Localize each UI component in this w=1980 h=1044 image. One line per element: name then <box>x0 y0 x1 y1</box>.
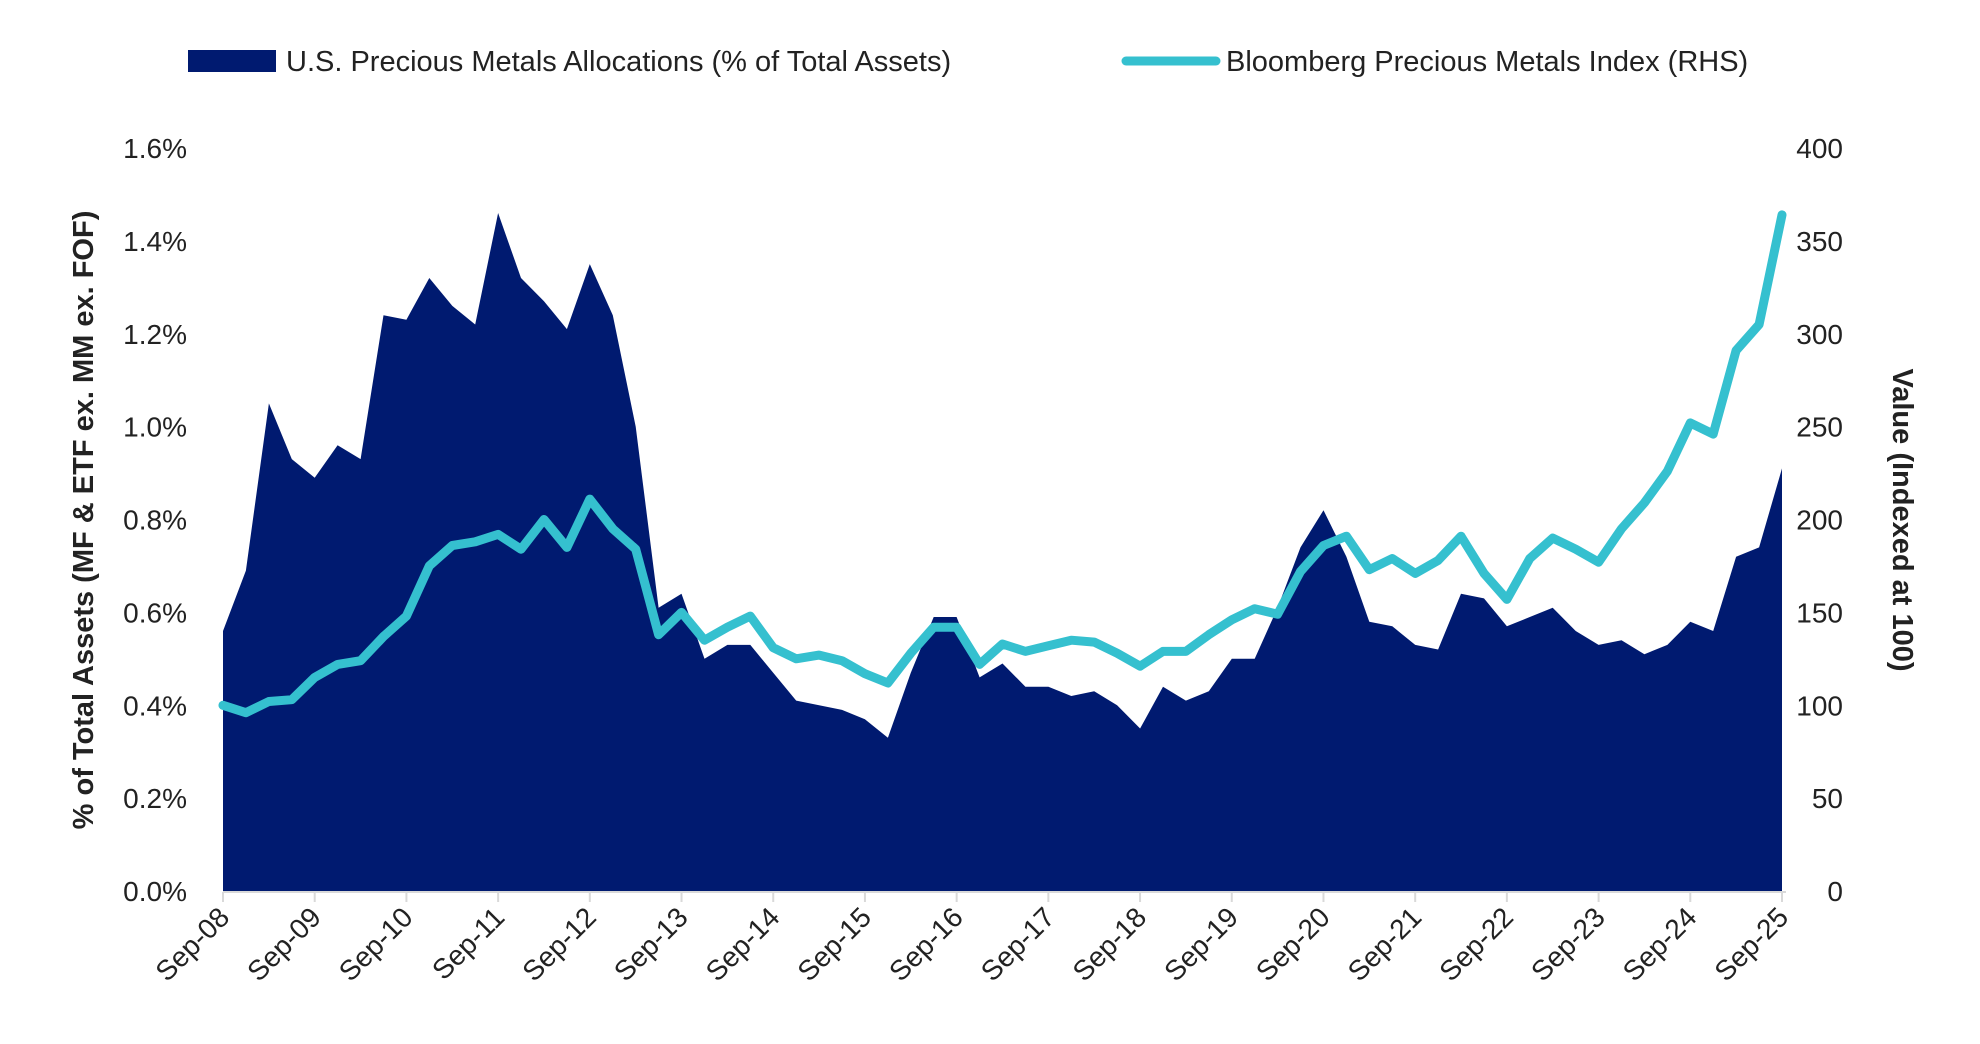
index-line <box>218 210 1787 718</box>
y-tick-label: 0.0% <box>123 876 187 907</box>
x-tick-label: Sep-11 <box>426 901 510 985</box>
y2-tick-label: 400 <box>1796 133 1843 164</box>
x-tick-label: Sep-18 <box>1067 901 1153 987</box>
x-tick-label: Sep-21 <box>1342 901 1428 987</box>
legend-swatch-allocations <box>188 50 276 72</box>
y-tick-label: 1.2% <box>123 319 187 350</box>
x-tick-label: Sep-08 <box>149 901 235 987</box>
x-tick-label: Sep-17 <box>975 901 1061 987</box>
y-axis-title: % of Total Assets (MF & ETF ex. MM ex. F… <box>68 211 100 830</box>
legend-label-index: Bloomberg Precious Metals Index (RHS) <box>1226 46 1748 78</box>
x-tick-label: Sep-13 <box>608 901 694 987</box>
x-tick-label: Sep-10 <box>333 901 419 987</box>
y-tick-label: 0.6% <box>123 597 187 628</box>
x-tick-label: Sep-23 <box>1525 901 1611 987</box>
x-tick-label: Sep-19 <box>1158 901 1244 987</box>
y2-tick-label: 250 <box>1796 412 1843 443</box>
y2-tick-label: 200 <box>1796 505 1843 536</box>
y-tick-label: 0.4% <box>123 690 187 721</box>
x-tick-label: Sep-12 <box>516 901 602 987</box>
y2-tick-label: 50 <box>1812 783 1843 814</box>
legend-label-allocations: U.S. Precious Metals Allocations (% of T… <box>286 46 951 78</box>
y-tick-label: 1.6% <box>123 133 187 164</box>
y2-tick-label: 150 <box>1796 597 1843 628</box>
y2-tick-label: 350 <box>1796 226 1843 257</box>
y-tick-label: 0.2% <box>123 783 187 814</box>
x-tick-label: Sep-16 <box>883 901 969 987</box>
allocations-area <box>223 213 1782 891</box>
y2-tick-label: 100 <box>1796 690 1843 721</box>
x-tick-label: Sep-15 <box>791 901 877 987</box>
x-tick-label: Sep-22 <box>1433 901 1519 987</box>
y2-tick-label: 300 <box>1796 319 1843 350</box>
legend: U.S. Precious Metals Allocations (% of T… <box>188 46 1748 78</box>
x-tick-label: Sep-24 <box>1617 901 1703 987</box>
y-tick-label: 1.4% <box>123 226 187 257</box>
x-tick-label: Sep-20 <box>1250 901 1336 987</box>
y-tick-label: 0.8% <box>123 505 187 536</box>
x-tick-label: Sep-14 <box>700 901 786 987</box>
x-tick-label: Sep-09 <box>241 901 327 987</box>
y-tick-label: 1.0% <box>123 412 187 443</box>
x-tick-label: Sep-25 <box>1708 901 1794 987</box>
y2-tick-label: 0 <box>1827 876 1843 907</box>
y2-axis-title: Value (Indexed at 100) <box>1886 368 1918 671</box>
